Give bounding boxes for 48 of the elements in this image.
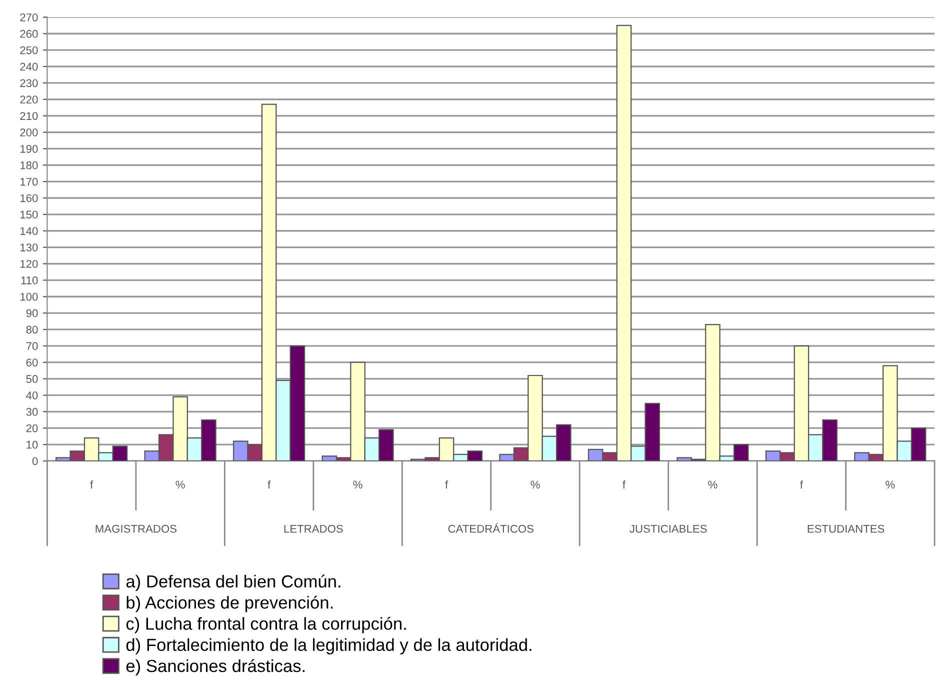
- y-tick-label: 0: [32, 457, 38, 466]
- x-tick-label: f: [445, 480, 448, 488]
- y-tick-label: 60: [26, 358, 38, 366]
- y-tick-label: 220: [20, 96, 38, 104]
- y-tick-label: 140: [20, 227, 38, 235]
- y-tick-label: 190: [20, 144, 38, 153]
- y-tick-label: 20: [26, 424, 38, 432]
- y-tick-label: 270: [20, 13, 38, 22]
- text: LETRADOS: [284, 524, 343, 533]
- y-tick-label: 40: [26, 391, 38, 400]
- y-tick-label: 100: [20, 292, 38, 301]
- y-tick-label: 150: [20, 210, 38, 219]
- x-tick-label: %: [353, 480, 362, 489]
- legend-label: e) Sanciones drásticas.: [126, 659, 305, 676]
- y-tick-label: 210: [20, 112, 38, 120]
- legend-label: c) Lucha frontal contra la corrupción.: [126, 616, 406, 634]
- y-tick-label: 160: [20, 194, 38, 202]
- x-tick-label: f: [90, 480, 94, 488]
- legend-label: d) Fortalecimiento de la legitimidad y de la autoridad.: [126, 638, 532, 654]
- x-tick-label: %: [708, 480, 718, 489]
- x-tick-label: f: [268, 480, 271, 488]
- x-tick-label: %: [176, 480, 185, 489]
- x-tick-label: %: [530, 480, 540, 489]
- y-tick-label: 230: [20, 79, 38, 88]
- y-tick-label: 50: [26, 375, 38, 383]
- y-tick-label: 10: [26, 440, 38, 449]
- y-tick-label: 240: [20, 62, 38, 71]
- text: ESTUDIANTES: [808, 524, 884, 533]
- y-tick-label: 80: [26, 326, 38, 334]
- legend-label: b) Acciones de prevención.: [126, 596, 333, 612]
- y-tick-label: 70: [26, 342, 38, 350]
- y-tick-label: 200: [20, 128, 38, 136]
- x-tick-label: f: [800, 480, 804, 488]
- y-tick-label: 260: [20, 30, 38, 38]
- x-tick-label: %: [886, 480, 895, 489]
- text: MAGISTRADOS: [96, 524, 176, 533]
- y-tick-label: 110: [21, 276, 38, 284]
- y-tick-label: 250: [20, 46, 38, 54]
- y-tick-label: 170: [20, 178, 38, 186]
- y-tick-label: 90: [26, 309, 38, 318]
- x-tick-label: f: [622, 480, 626, 488]
- y-tick-label: 30: [26, 408, 38, 416]
- y-tick-label: 180: [20, 161, 38, 170]
- text: CATEDRÁTICOS: [448, 522, 534, 533]
- legend-label: a) Defensa del bien Común.: [126, 574, 340, 592]
- y-tick-label: 130: [20, 244, 38, 252]
- y-tick-label: 120: [20, 260, 38, 268]
- text: JUSTICIABLES: [630, 524, 707, 533]
